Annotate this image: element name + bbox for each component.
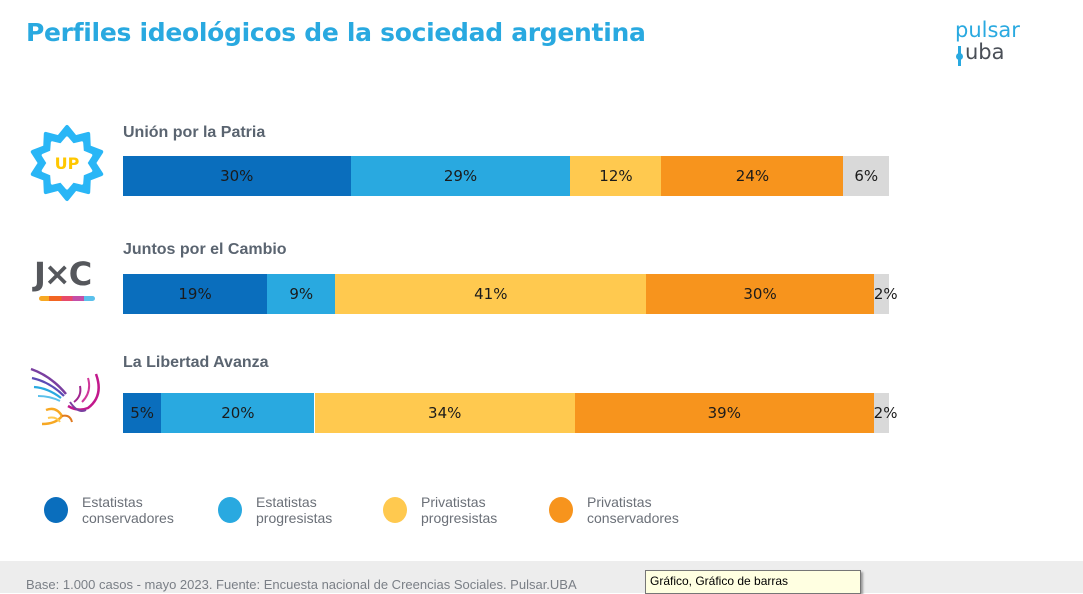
bar-segment-sin-respuesta: 2% [873, 393, 897, 433]
legend-label-line1: Estatistas [256, 494, 317, 510]
up-logo-text: UP [55, 154, 80, 173]
data-label: 30% [220, 167, 254, 185]
bar-segment-estatistas-conservadores: 30% [123, 156, 351, 196]
bar-segment-estatistas-progresistas: 20% [161, 393, 315, 433]
data-label: 30% [743, 285, 777, 303]
bar-segment-sin-respuesta: 6% [843, 156, 889, 196]
legend-label-line1: Estatistas [82, 494, 143, 510]
bar-segment-privatistas-conservadores: 39% [574, 393, 874, 433]
data-label: 19% [178, 285, 212, 303]
legend-label-line2: progresistas [256, 510, 333, 526]
bar-juntos-por-el-cambio: 19% 9% 41% 30% 2% [123, 274, 898, 314]
legend-dot-icon [218, 497, 242, 523]
chart-title: Perfiles ideológicos de la sociedad arge… [26, 18, 646, 47]
bar-segment-privatistas-conservadores: 30% [646, 274, 874, 314]
data-label: 24% [735, 167, 770, 185]
data-label: 29% [443, 167, 478, 185]
legend-label-line2: conservadores [82, 510, 174, 526]
legend-item-estatistas-progresistas: Estatistas progresistas [218, 494, 332, 526]
data-label: 34% [428, 404, 462, 422]
bar-segment-privatistas-conservadores: 24% [661, 156, 844, 196]
data-label: 12% [599, 167, 633, 185]
tooltip: Gráfico, Gráfico de barras [645, 570, 861, 594]
legend-label-line1: Privatistas [587, 494, 652, 510]
legend-dot-icon [549, 497, 573, 523]
legend-item-estatistas-conservadores: Estatistas conservadores [44, 494, 174, 526]
logo-line2: uba [965, 40, 1005, 64]
bar-union-por-la-patria: 30% 29% 12% 24% 6% [123, 156, 889, 196]
legend-label-line2: progresistas [421, 510, 498, 526]
legend-dot-icon [383, 497, 407, 523]
up-sun-logo-icon: UP [30, 125, 104, 201]
bar-segment-privatistas-progresistas: 12% [570, 156, 662, 196]
legend-item-privatistas-progresistas: Privatistas progresistas [383, 494, 497, 526]
legend-label-line2: conservadores [587, 510, 679, 526]
bar-segment-estatistas-progresistas: 29% [350, 156, 571, 196]
logo-pin-dot-icon [956, 53, 963, 60]
footer-source-text: Base: 1.000 casos - mayo 2023. Fuente: E… [26, 577, 577, 592]
data-label: 9% [289, 285, 314, 303]
jxc-color-stripe [39, 296, 95, 301]
bar-la-libertad-avanza: 5% 20% 34% 39% 2% [123, 393, 897, 433]
party-name-union-por-la-patria: Unión por la Patria [123, 124, 266, 141]
jxc-logo-text: J×C [34, 255, 92, 293]
sun-inner-shape [41, 136, 93, 190]
data-label: 6% [854, 167, 879, 185]
party-name-juntos-por-el-cambio: Juntos por el Cambio [123, 241, 287, 258]
data-label: 39% [707, 404, 741, 422]
bar-segment-estatistas-progresistas: 9% [267, 274, 336, 314]
data-label: 5% [130, 404, 155, 422]
pulsar-uba-logo: pulsar uba [955, 18, 1035, 68]
lla-eagle-logo-icon [30, 367, 100, 426]
bar-segment-privatistas-progresistas: 34% [314, 393, 575, 433]
data-label: 20% [221, 404, 255, 422]
bar-segment-privatistas-progresistas: 41% [335, 274, 647, 314]
legend-dot-icon [44, 497, 68, 523]
party-name-la-libertad-avanza: La Libertad Avanza [123, 354, 269, 371]
footer: Base: 1.000 casos - mayo 2023. Fuente: E… [0, 561, 1083, 593]
legend-item-privatistas-conservadores: Privatistas conservadores [549, 494, 679, 526]
logo-line1: pulsar [955, 18, 1020, 42]
bar-segment-estatistas-conservadores: 19% [123, 274, 268, 314]
bar-segment-estatistas-conservadores: 5% [123, 393, 162, 433]
data-label: 2% [873, 404, 898, 422]
bar-segment-sin-respuesta: 2% [873, 274, 898, 314]
data-label: 2% [873, 285, 898, 303]
jxc-logo-icon: J×C [34, 256, 98, 306]
data-label: 41% [474, 285, 508, 303]
legend-label-line1: Privatistas [421, 494, 486, 510]
